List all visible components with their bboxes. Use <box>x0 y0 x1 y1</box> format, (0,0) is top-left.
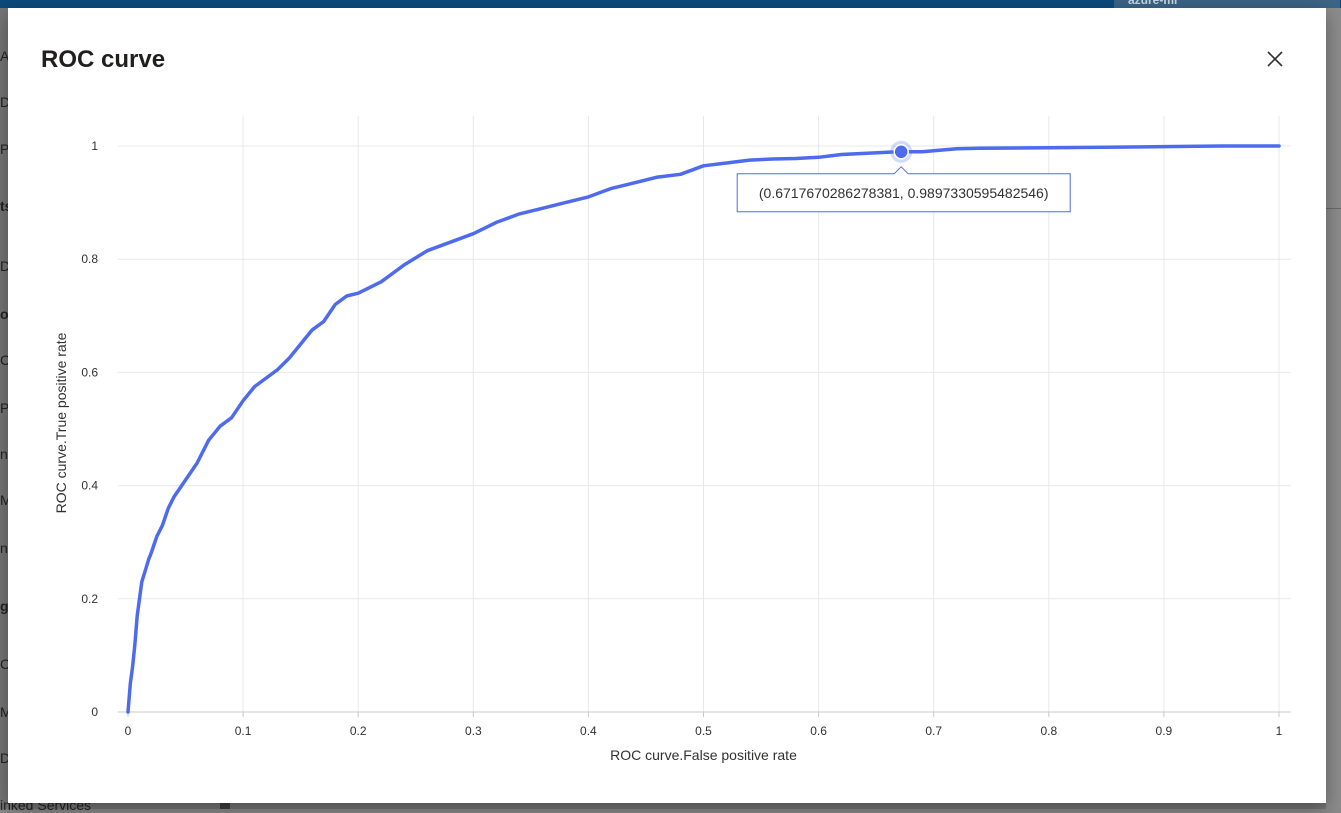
chart-grid <box>118 116 1291 712</box>
x-tick-label: 0.7 <box>925 724 942 738</box>
roc-curve-dialog: ROC curve 0 0.1 0.2 0.3 0.4 0.5 0.6 0.7 0.8 0.9 1 … <box>8 8 1326 803</box>
y-axis-label: ROC curve.True positive rate <box>53 332 69 513</box>
series-layer <box>126 144 1281 714</box>
app-top-bar: azure-ml <box>0 0 1341 8</box>
x-axis: 0 0.1 0.2 0.3 0.4 0.5 0.6 0.7 0.8 0.9 1 <box>118 711 1291 738</box>
tooltip-box <box>736 166 1071 213</box>
tooltip: (0.6717670286278381, 0.9897330595482546) <box>736 166 1071 213</box>
sidebar-heading: g <box>0 598 9 614</box>
x-tick-label: 0.4 <box>580 724 597 738</box>
y-tick-label: 0 <box>91 705 98 719</box>
sidebar-item: M <box>0 492 12 508</box>
app-background-right <box>1326 8 1341 809</box>
x-tick-label: 0.8 <box>1040 724 1057 738</box>
y-tick-label: 1 <box>91 139 98 153</box>
x-tick-label: 0.9 <box>1156 724 1173 738</box>
close-icon <box>1267 51 1283 67</box>
roc-series-line[interactable] <box>126 144 1281 714</box>
y-axis: 0 0.2 0.4 0.6 0.8 1 <box>81 139 98 719</box>
x-tick-label: 0.5 <box>695 724 712 738</box>
x-tick-label: 1 <box>1276 724 1283 738</box>
hover-point[interactable] <box>893 144 909 160</box>
y-tick-label: 0.6 <box>81 365 98 379</box>
x-tick-label: 0.2 <box>350 724 367 738</box>
y-tick-label: 0.4 <box>81 479 98 493</box>
sidebar-item: n <box>0 446 8 462</box>
scrollbar-thumb[interactable] <box>220 802 230 809</box>
y-tick-label: 0.2 <box>81 592 98 606</box>
x-tick-label: 0 <box>125 724 132 738</box>
x-tick-label: 0.6 <box>810 724 827 738</box>
hover-layer: (0.6717670286278381, 0.9897330595482546) <box>736 140 1071 213</box>
workspace-label: azure-ml <box>1128 0 1178 7</box>
dialog-title: ROC curve <box>41 46 166 73</box>
y-tick-label: 0.8 <box>81 252 98 266</box>
x-tick-label: 0.1 <box>235 724 252 738</box>
close-button[interactable] <box>1260 44 1290 74</box>
x-axis-label: ROC curve.False positive rate <box>610 747 797 763</box>
tooltip-text: (0.6717670286278381, 0.9897330595482546) <box>759 185 1049 201</box>
roc-chart: 0 0.1 0.2 0.3 0.4 0.5 0.6 0.7 0.8 0.9 1 0 0.2 0.4 0.6… <box>53 116 1291 763</box>
sidebar-item: n <box>0 540 8 556</box>
x-tick-label: 0.3 <box>465 724 482 738</box>
workspace-badge[interactable]: azure-ml <box>1114 0 1340 8</box>
sidebar-heading: o <box>0 306 9 322</box>
sidebar-item: M <box>0 704 12 720</box>
